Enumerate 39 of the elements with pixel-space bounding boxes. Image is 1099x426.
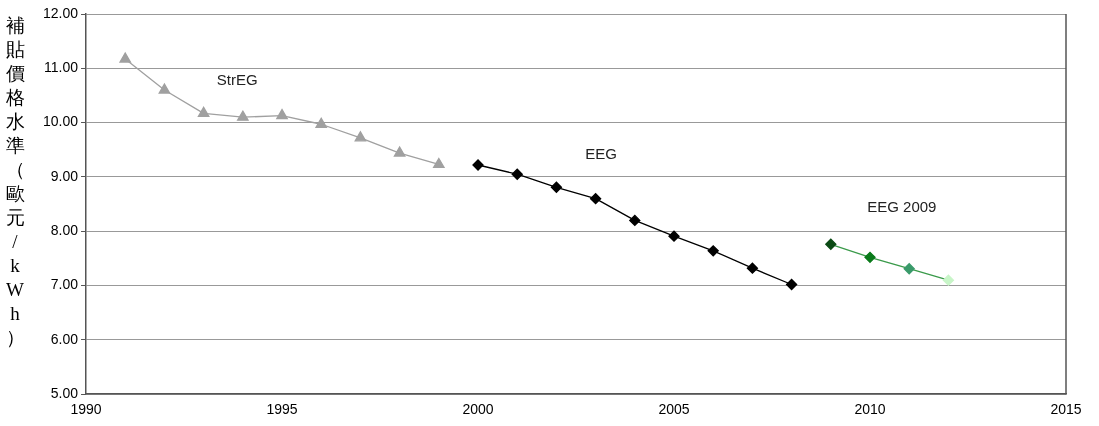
point [589,193,602,205]
y-tick-label: 7.00 [50,276,79,293]
point [825,238,837,250]
x-tick-label: 2005 [658,401,690,418]
point [393,146,406,157]
point [119,52,132,63]
x-tick-label: 1990 [70,401,102,418]
point [315,117,328,128]
x-tick-label: 2010 [854,401,886,418]
x-tick-label: 1995 [266,401,298,418]
point [629,214,641,227]
y-tick-label: 5.00 [50,385,79,402]
series-label: StrEG [216,71,258,89]
y-tick-label: 12.00 [42,4,79,21]
y-tick-label: 10.00 [42,113,79,130]
x-tick-label: 2000 [462,401,494,418]
y-tick-label: 11.00 [44,59,79,76]
point [903,263,915,275]
point [432,157,445,169]
y-tick-label: 6.00 [50,330,79,347]
point [550,181,563,193]
point [236,110,249,121]
x-tick-label: 2015 [1050,401,1082,418]
point [354,131,367,142]
point [942,274,955,286]
y-tick-label: 8.00 [50,222,79,239]
point [668,230,680,242]
text: EEG [585,145,617,163]
point [511,168,523,180]
point [746,262,759,274]
point [276,108,288,120]
y-tick-label: 9.00 [50,167,79,184]
point [197,106,210,118]
point [707,245,719,257]
text: 補貼價格水準（歐元/kWh） [5,15,25,348]
point [158,83,171,94]
text: EEG 2009 [867,198,937,216]
point [785,278,798,291]
point [864,251,876,263]
